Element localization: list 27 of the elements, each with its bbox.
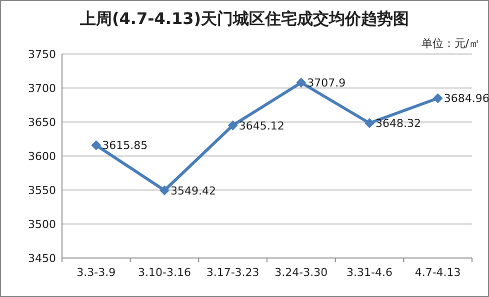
data-label: 3645.12 xyxy=(238,119,284,132)
y-tick-label: 3650 xyxy=(28,116,56,129)
point xyxy=(296,78,306,88)
x-tick-label: 3.31-4.6 xyxy=(346,266,392,279)
point xyxy=(364,118,374,128)
text: 单位：元/㎡ xyxy=(421,37,480,50)
data-label: 3615.85 xyxy=(102,139,148,152)
y-tick-label: 3600 xyxy=(28,150,56,163)
x-tick-label: 3.17-3.23 xyxy=(206,266,260,279)
point xyxy=(228,120,238,130)
x-tick-label: 3.3-3.9 xyxy=(76,266,116,279)
y-tick-label: 3750 xyxy=(28,48,56,61)
y-tick-label: 3550 xyxy=(28,184,56,197)
x-tick-label: 3.10-3.16 xyxy=(138,266,191,279)
y-tick-label: 3700 xyxy=(28,82,56,95)
data-label: 3684.96 xyxy=(444,92,489,106)
y-tick-label: 3500 xyxy=(28,218,56,231)
chart-title: 上周(4.7-4.13)天门城区住宅成交均价趋势图 xyxy=(78,9,410,28)
data-label: 3549.42 xyxy=(170,184,216,198)
point xyxy=(160,185,170,196)
x-tick-label: 3.24-3.30 xyxy=(274,266,328,279)
x-tick-label: 4.7-4.13 xyxy=(414,266,461,279)
point xyxy=(91,140,102,150)
data-label: 3707.9 xyxy=(307,76,346,90)
point xyxy=(432,93,443,104)
data-label: 3648.32 xyxy=(376,117,421,130)
y-tick-label: 3450 xyxy=(28,252,56,265)
